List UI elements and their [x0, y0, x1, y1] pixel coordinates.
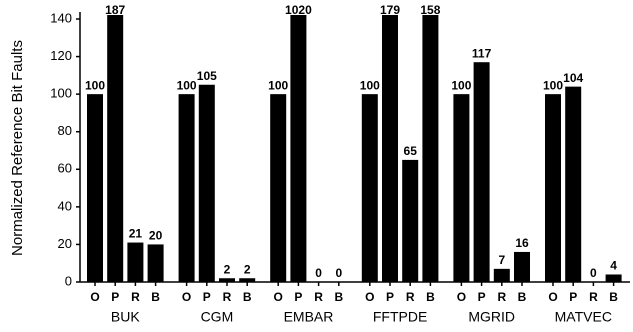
data-label: 187 [105, 3, 125, 17]
data-label: 21 [129, 227, 143, 241]
y-tick-label: 40 [58, 198, 72, 213]
bar [565, 86, 582, 282]
series-label: P [478, 290, 486, 304]
bar [107, 15, 124, 282]
bar [605, 274, 622, 282]
data-label: 0 [335, 266, 342, 280]
data-label: 179 [380, 3, 400, 17]
bars [87, 15, 622, 283]
data-label: 2 [224, 262, 231, 276]
series-label: P [569, 290, 577, 304]
bar [473, 62, 490, 283]
bar [290, 15, 307, 282]
bar [270, 94, 287, 283]
x-tick-label: FFTPDE [373, 309, 427, 325]
series-label: B [609, 290, 618, 304]
bar [147, 244, 164, 282]
series-label: P [294, 290, 302, 304]
data-label: 0 [315, 266, 322, 280]
series-label: O [90, 290, 99, 304]
bar [493, 268, 510, 282]
y-tick-label: 120 [50, 48, 72, 63]
series-label: R [406, 290, 415, 304]
series-label: B [426, 290, 435, 304]
series-label: R [589, 290, 598, 304]
y-tick-label: 80 [58, 123, 72, 138]
y-tick-label: 140 [50, 10, 72, 25]
data-label: 104 [563, 71, 583, 85]
x-tick-label: BUK [111, 309, 140, 325]
series-label: O [182, 290, 191, 304]
series-label: P [386, 290, 394, 304]
series-label: B [243, 290, 252, 304]
data-label: 1020 [285, 3, 312, 17]
series-label: R [131, 290, 140, 304]
bar [514, 251, 530, 282]
data-label: 4 [610, 259, 617, 273]
bar [178, 94, 195, 283]
data-label: 100 [268, 78, 288, 92]
bar [382, 15, 398, 282]
series-label: B [151, 290, 160, 304]
x-tick-label: MGRID [468, 309, 515, 325]
series-label: O [274, 290, 283, 304]
bar [422, 15, 439, 282]
bar [453, 94, 470, 283]
y-axis-label: Normalized Reference Bit Faults [9, 40, 26, 256]
series-label: O [457, 290, 466, 304]
data-label: 20 [149, 229, 163, 243]
data-label: 2 [244, 262, 251, 276]
series-label: R [497, 290, 506, 304]
data-label: 100 [360, 78, 380, 92]
bar [402, 159, 419, 282]
bar [219, 278, 235, 282]
series-label: P [203, 290, 211, 304]
y-tick-label: 20 [58, 236, 72, 251]
bar [239, 278, 256, 282]
series-label: P [111, 290, 119, 304]
data-label: 100 [451, 78, 471, 92]
y-tick-label: 0 [65, 273, 72, 288]
bar [127, 242, 144, 282]
data-label: 117 [472, 46, 492, 60]
data-label: 100 [543, 78, 563, 92]
series-label: R [314, 290, 323, 304]
data-label: 100 [85, 78, 105, 92]
data-label: 158 [420, 3, 440, 17]
y-tick-label: 60 [58, 161, 72, 176]
bar [545, 94, 561, 283]
data-label: 105 [197, 69, 217, 83]
x-tick-label: EMBAR [284, 309, 334, 325]
x-tick-label: CGM [201, 309, 234, 325]
series-label: B [518, 290, 527, 304]
bar [198, 84, 215, 282]
series-label: R [223, 290, 232, 304]
series-label: B [334, 290, 343, 304]
data-label: 100 [177, 78, 197, 92]
data-label: 0 [590, 266, 597, 280]
x-tick-label: MATVEC [555, 309, 612, 325]
series-label: O [548, 290, 557, 304]
data-label: 65 [404, 144, 418, 158]
data-label: 7 [498, 253, 505, 267]
bar [87, 94, 103, 283]
y-tick-label: 100 [50, 86, 72, 101]
bar [361, 94, 378, 283]
series-label: O [365, 290, 374, 304]
data-label: 16 [515, 236, 529, 250]
